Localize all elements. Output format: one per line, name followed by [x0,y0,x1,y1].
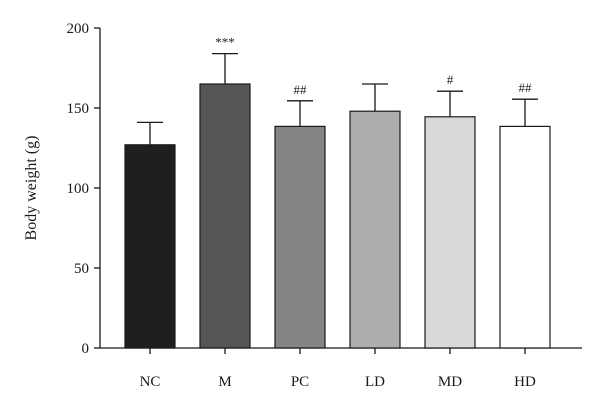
y-tick-label: 150 [67,101,90,117]
y-tick-label: 50 [74,261,89,277]
significance-label-md: # [447,72,454,87]
bar-ld [349,110,401,349]
significance-label-pc: ## [294,82,308,97]
significance-label-hd: ## [519,80,533,95]
x-tick-label-nc: NC [140,374,161,390]
significance-label-m: *** [215,35,235,50]
bars [124,83,551,349]
x-tick-label-m: M [218,374,231,390]
y-axis-label: Body weight (g) [23,136,40,241]
bar-nc [124,144,176,349]
y-tick-label: 100 [67,181,90,197]
x-tick-label-md: MD [438,374,462,390]
x-tick-label-ld: LD [365,374,385,390]
y-ticks: 0 50 100 150 200 [67,21,100,357]
y-tick-label: 200 [67,21,90,37]
x-tick-label-hd: HD [514,374,536,390]
y-tick-label: 0 [82,341,90,357]
bar-m [199,83,251,349]
error-bars [137,52,538,145]
bar-hd [499,125,551,349]
bar-pc [274,125,326,349]
x-tick-label-pc: PC [291,374,309,390]
significance-annotations: ***##### [215,35,532,97]
x-ticks: NC M PC LD MD HD [140,348,536,390]
bar-md [424,116,476,349]
